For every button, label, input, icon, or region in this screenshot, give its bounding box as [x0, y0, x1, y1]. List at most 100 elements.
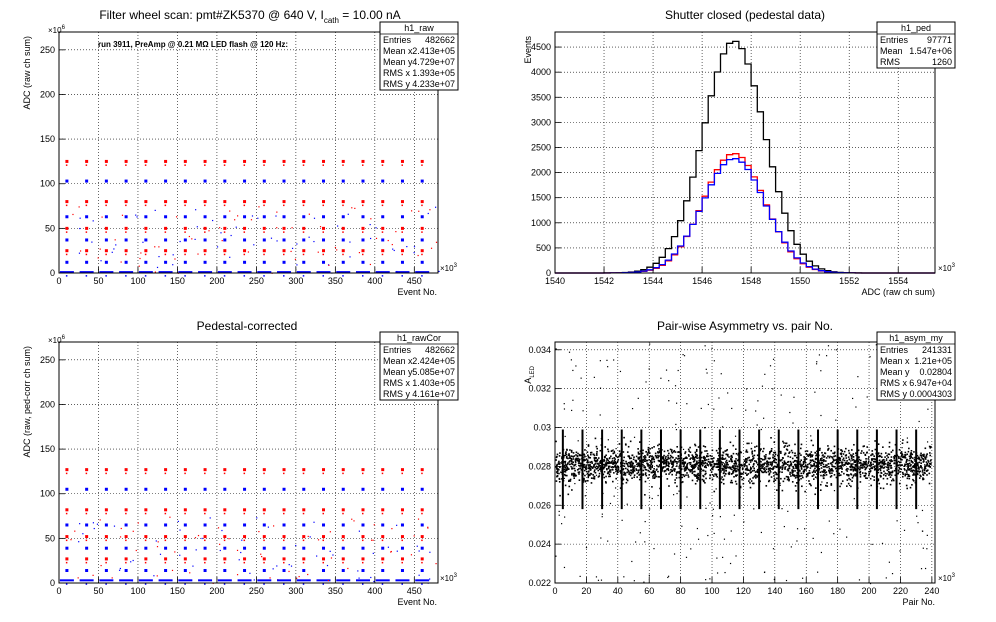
- data-point: [336, 249, 338, 251]
- data-point: [722, 461, 724, 464]
- data-point: [854, 461, 857, 463]
- data-point: [243, 164, 246, 166]
- data-point: [761, 465, 763, 467]
- data-point: [617, 468, 620, 471]
- outlier-point: [855, 406, 857, 408]
- data-point: [243, 159, 247, 163]
- data-point: [341, 468, 345, 472]
- data-point: [917, 464, 919, 466]
- data-point: [743, 465, 746, 468]
- outlier-point: [564, 516, 566, 518]
- data-point: [830, 483, 833, 485]
- outlier-point: [926, 441, 929, 443]
- data-point: [629, 465, 631, 468]
- data-point: [814, 493, 816, 496]
- data-point: [683, 461, 685, 463]
- data-point: [874, 467, 877, 470]
- data-point: [826, 482, 828, 484]
- x-tick-label: 220: [893, 586, 908, 596]
- data-point: [725, 449, 728, 452]
- data-point: [302, 275, 305, 277]
- data-point: [811, 459, 814, 461]
- data-point: [85, 204, 88, 207]
- data-point: [85, 472, 88, 475]
- outlier-point: [600, 537, 602, 539]
- data-point: [59, 271, 74, 274]
- data-point: [85, 253, 88, 256]
- data-point: [276, 240, 278, 242]
- data-point: [809, 456, 812, 458]
- data-point: [907, 466, 910, 469]
- data-point: [322, 557, 326, 561]
- outlier-point: [853, 498, 855, 500]
- data-point: [753, 475, 756, 478]
- data-point: [632, 468, 635, 471]
- data-point: [342, 472, 344, 475]
- data-point: [283, 231, 285, 233]
- data-point: [401, 164, 403, 166]
- data-point: [615, 467, 618, 469]
- data-point: [571, 467, 574, 470]
- data-point: [843, 472, 845, 475]
- data-point: [891, 460, 894, 462]
- outlier-point: [595, 576, 598, 578]
- data-point: [811, 454, 814, 456]
- data-point: [834, 466, 836, 468]
- data-point: [203, 260, 207, 264]
- outlier-point: [561, 523, 563, 525]
- data-point: [724, 464, 726, 467]
- data-point: [852, 458, 855, 461]
- data-point: [177, 520, 179, 523]
- data-point: [572, 456, 575, 458]
- data-point: [602, 473, 605, 476]
- data-point: [420, 249, 424, 253]
- data-point: [840, 466, 843, 469]
- y-tick-label: 50: [45, 533, 55, 543]
- data-point: [164, 164, 167, 166]
- outlier-point: [846, 536, 848, 538]
- data-point: [361, 561, 364, 564]
- data-point: [717, 463, 720, 466]
- data-point: [709, 477, 711, 480]
- data-point: [700, 463, 703, 466]
- data-point: [652, 477, 654, 479]
- data-point: [861, 463, 864, 465]
- data-point: [65, 487, 69, 491]
- data-point: [906, 463, 909, 465]
- data-point: [607, 471, 609, 473]
- y-exponent: ×106: [48, 25, 66, 35]
- data-point: [868, 456, 870, 458]
- data-point: [590, 466, 593, 468]
- data-point: [329, 531, 331, 533]
- data-point: [739, 485, 742, 488]
- data-point: [578, 464, 580, 467]
- data-point: [746, 459, 748, 461]
- data-point: [583, 479, 585, 482]
- data-point: [823, 460, 825, 462]
- data-point: [790, 462, 792, 465]
- outlier-point: [772, 548, 775, 550]
- outlier-point: [906, 437, 909, 439]
- data-point: [270, 237, 273, 239]
- data-point: [559, 466, 561, 469]
- x-tick-label: 1540: [545, 276, 565, 286]
- outlier-point: [676, 492, 678, 495]
- stats-box-frame: [379, 331, 459, 401]
- data-point: [596, 447, 598, 450]
- data-point: [645, 474, 648, 477]
- data-point: [790, 449, 793, 452]
- data-point: [572, 474, 575, 476]
- data-point: [923, 469, 926, 472]
- data-point: [686, 467, 688, 470]
- data-point: [183, 487, 187, 491]
- data-point: [643, 456, 645, 458]
- data-point: [840, 452, 843, 455]
- data-point: [616, 461, 619, 464]
- data-point: [799, 463, 802, 465]
- data-point: [341, 546, 345, 550]
- data-point: [756, 470, 758, 472]
- data-point: [358, 252, 361, 254]
- data-point: [693, 466, 695, 469]
- data-point: [830, 475, 833, 477]
- data-point: [370, 576, 372, 579]
